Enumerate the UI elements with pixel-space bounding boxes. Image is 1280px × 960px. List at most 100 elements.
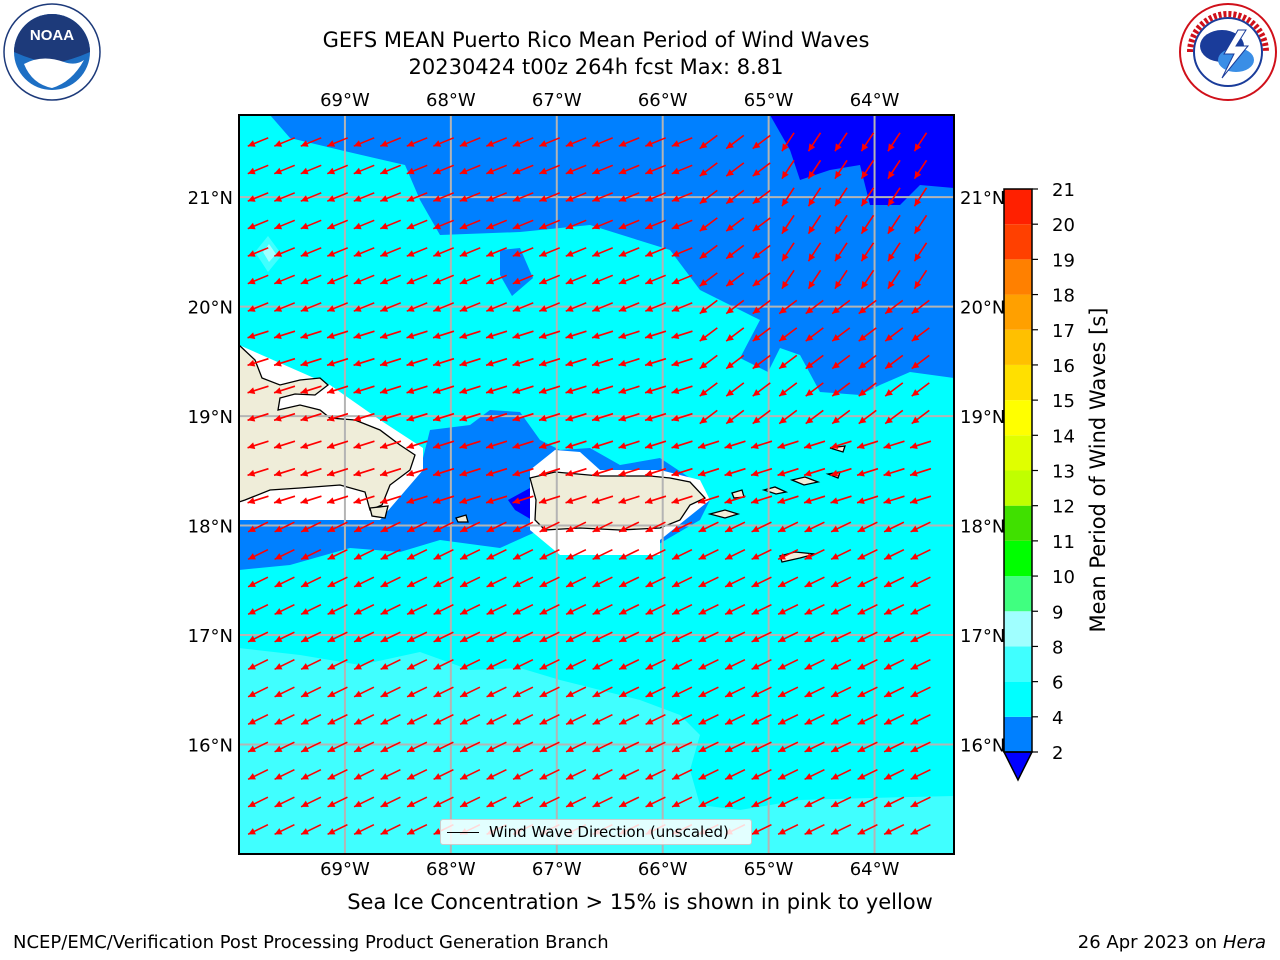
wave-direction-arrow	[406, 357, 428, 367]
wave-direction-arrow	[699, 409, 718, 425]
wave-direction-arrow	[644, 302, 667, 312]
legend-label: Wind Wave Direction (unscaled)	[489, 823, 729, 841]
wave-direction-arrow	[804, 658, 825, 671]
wave-direction-arrow	[803, 467, 826, 477]
wave-direction-arrow	[751, 576, 772, 588]
wave-direction-arrow	[273, 467, 296, 477]
wave-direction-arrow	[326, 192, 349, 202]
wave-direction-arrow	[698, 603, 719, 616]
wave-direction-arrow	[300, 164, 322, 175]
wave-direction-arrow	[752, 134, 771, 150]
wave-direction-arrow	[327, 631, 348, 643]
wave-direction-arrow	[910, 658, 931, 671]
wave-direction-arrow	[831, 382, 851, 397]
wave-direction-arrow	[671, 713, 693, 726]
wave-direction-arrow	[805, 382, 824, 397]
wave-direction-arrow	[618, 274, 640, 285]
wave-direction-arrow	[618, 357, 640, 367]
wave-direction-arrow	[486, 576, 507, 588]
wave-direction-arrow	[883, 658, 905, 671]
footer-branch: NCEP/EMC/Verification Post Processing Pr…	[13, 932, 609, 953]
wave-direction-arrow	[539, 713, 560, 726]
wave-direction-arrow	[273, 495, 296, 505]
wave-direction-arrow	[459, 192, 481, 202]
wave-direction-arrow	[804, 603, 825, 616]
wave-direction-arrow	[860, 242, 875, 262]
wave-direction-arrow	[911, 354, 930, 370]
wave-direction-arrow	[273, 247, 296, 257]
wave-direction-arrow	[618, 467, 640, 477]
wave-direction-arrow	[911, 382, 930, 397]
wave-direction-arrow	[913, 214, 928, 235]
wave-direction-arrow	[380, 548, 401, 561]
wave-direction-arrow	[777, 686, 799, 698]
wave-direction-arrow	[406, 521, 428, 533]
wave-direction-arrow	[883, 467, 905, 477]
wave-direction-arrow	[592, 741, 613, 753]
wave-direction-arrow	[512, 137, 534, 147]
wave-direction-arrow	[644, 440, 667, 450]
wave-direction-arrow	[724, 796, 746, 808]
wave-direction-arrow	[327, 576, 348, 588]
wave-direction-arrow	[485, 440, 508, 450]
wave-direction-arrow	[778, 327, 798, 342]
wave-direction-arrow	[618, 796, 640, 808]
lon-label-top: 69°W	[320, 90, 370, 111]
colorbar-tick-label: 8	[1052, 637, 1063, 658]
wave-direction-arrow	[486, 631, 507, 643]
wave-direction-arrow	[485, 357, 508, 367]
colorbar-tick-label: 2	[1052, 743, 1063, 764]
wave-direction-arrow	[777, 521, 799, 533]
wave-direction-arrow	[432, 357, 455, 367]
wave-direction-arrow	[353, 137, 375, 147]
wave-direction-arrow	[485, 137, 508, 147]
wave-direction-arrow	[353, 658, 375, 671]
wave-direction-arrow	[751, 658, 772, 671]
wave-direction-arrow	[883, 741, 905, 753]
wave-direction-arrow	[538, 302, 561, 312]
wave-direction-arrow	[300, 603, 322, 616]
wave-direction-arrow	[725, 189, 745, 205]
wave-direction-arrow	[699, 217, 718, 232]
wave-direction-arrow	[406, 686, 428, 698]
wave-direction-arrow	[326, 247, 349, 257]
wave-direction-arrow	[406, 796, 428, 808]
wave-direction-arrow	[644, 219, 667, 230]
wave-direction-arrow	[671, 467, 693, 477]
lon-label-top: 68°W	[426, 90, 476, 111]
wave-direction-arrow	[591, 302, 614, 312]
wave-direction-arrow	[512, 467, 534, 477]
wave-direction-arrow	[300, 686, 322, 698]
wave-direction-arrow	[247, 768, 269, 781]
wave-direction-arrow	[353, 357, 375, 367]
wave-direction-arrow	[781, 242, 795, 262]
wave-direction-arrow	[752, 299, 771, 315]
wave-direction-arrow	[671, 247, 693, 257]
wave-direction-arrow	[565, 302, 587, 312]
wave-direction-arrow	[671, 768, 693, 781]
wave-direction-arrow	[247, 495, 269, 505]
wave-direction-arrow	[884, 354, 904, 370]
wave-direction-arrow	[884, 382, 904, 397]
wave-direction-arrow	[913, 187, 928, 207]
wave-direction-arrow	[831, 409, 851, 425]
wave-direction-arrow	[379, 137, 402, 147]
wave-direction-arrow	[671, 658, 693, 671]
wave-direction-arrow	[433, 768, 454, 781]
wave-direction-arrow	[752, 217, 771, 232]
wave-direction-arrow	[803, 495, 826, 505]
wave-direction-arrow	[512, 741, 534, 753]
wave-direction-arrow	[433, 603, 454, 616]
wave-direction-arrow	[485, 192, 508, 202]
wave-direction-arrow	[486, 548, 507, 561]
wave-direction-arrow	[910, 631, 931, 643]
wave-direction-arrow	[777, 440, 799, 450]
wave-direction-arrow	[247, 440, 269, 450]
wave-direction-arrow	[353, 631, 375, 643]
wave-direction-arrow	[432, 164, 455, 175]
wave-direction-arrow	[379, 412, 402, 422]
wave-direction-arrow	[379, 274, 402, 285]
wave-direction-arrow	[645, 521, 666, 533]
wave-direction-arrow	[807, 242, 822, 262]
wave-direction-arrow	[459, 137, 481, 147]
